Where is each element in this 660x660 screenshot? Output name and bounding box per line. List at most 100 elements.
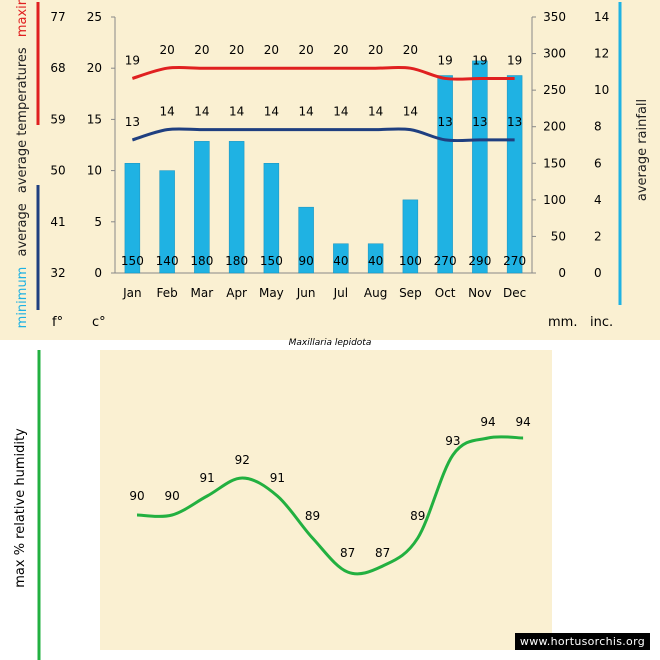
humidity-value-label: 87 xyxy=(375,546,390,560)
c-tick-label: 5 xyxy=(94,215,102,229)
max-temp-label: 20 xyxy=(159,43,174,57)
min-temp-line xyxy=(131,127,515,143)
month-label: Jul xyxy=(333,286,348,300)
month-label: Apr xyxy=(226,286,247,300)
min-word: minimum xyxy=(15,267,30,329)
humidity-value-label: 89 xyxy=(305,509,320,523)
min-temp-label: 13 xyxy=(125,115,140,129)
month-label: Feb xyxy=(157,286,178,300)
f-tick-label: 77 xyxy=(50,10,65,24)
f-tick-label: 50 xyxy=(50,164,65,178)
min-temp-label: 14 xyxy=(194,105,209,119)
c-tick-label: 10 xyxy=(87,164,102,178)
climate-chart: 0 32 5 41 10 50 15 59 20 68 25 77 0 0 50 2 100 4 150 6 200 8 2… xyxy=(0,0,660,348)
f-tick-label: 68 xyxy=(50,61,65,75)
rain-bar xyxy=(506,75,523,274)
inch-tick-label: 10 xyxy=(594,83,609,97)
c-tick-label: 25 xyxy=(87,10,102,24)
month-label: Aug xyxy=(364,286,387,300)
min-temp-label: 14 xyxy=(264,105,279,119)
month-label: May xyxy=(259,286,284,300)
mm-tick-label: 350 xyxy=(543,10,566,24)
rain-bar xyxy=(124,163,141,274)
month-label: Jan xyxy=(122,286,142,300)
humidity-value-label: 94 xyxy=(480,415,495,429)
rain-value-label: 90 xyxy=(298,254,313,268)
humidity-value-label: 93 xyxy=(445,434,460,448)
max-temp-label: 20 xyxy=(264,43,279,57)
max-temp-label: 19 xyxy=(507,53,522,67)
mm-tick-label: 0 xyxy=(558,266,566,280)
min-temp-label: 13 xyxy=(507,115,522,129)
max-temp-label: 20 xyxy=(368,43,383,57)
humidity-line xyxy=(136,435,524,576)
min-temp-label: 13 xyxy=(472,115,487,129)
rain-bar xyxy=(298,206,314,274)
c-tick-label: 20 xyxy=(87,61,102,75)
humidity-value-label: 90 xyxy=(129,489,144,503)
rain-value-label: 290 xyxy=(468,254,491,268)
rain-value-label: 150 xyxy=(121,254,144,268)
min-temp-label: 14 xyxy=(229,105,244,119)
rain-value-label: 270 xyxy=(503,254,526,268)
humidity-ylabel: max % relative humidity xyxy=(13,428,28,588)
month-label: Dec xyxy=(503,286,526,300)
mm-tick-label: 100 xyxy=(543,193,566,207)
rain-value-label: 270 xyxy=(434,254,457,268)
min-temp-label: 13 xyxy=(437,115,452,129)
c-unit-label: c° xyxy=(92,315,106,330)
rain-value-label: 150 xyxy=(260,254,283,268)
inch-tick-label: 14 xyxy=(594,10,609,24)
f-tick-label: 59 xyxy=(50,112,65,126)
max-word: maximum xyxy=(15,0,30,37)
max-temp-label: 19 xyxy=(437,53,452,67)
rain-value-label: 180 xyxy=(225,254,248,268)
month-label: Jun xyxy=(296,286,316,300)
f-tick-label: 32 xyxy=(50,266,65,280)
rain-bar xyxy=(437,75,453,274)
month-label: Nov xyxy=(468,286,491,300)
month-label: Mar xyxy=(191,286,214,300)
humidity-value-label: 91 xyxy=(200,471,215,485)
max-temp-line xyxy=(131,65,515,81)
max-temp-label: 20 xyxy=(229,43,244,57)
mm-tick-label: 250 xyxy=(543,83,566,97)
humidity-value-label: 92 xyxy=(235,453,250,467)
rain-bar xyxy=(159,170,175,274)
max-temp-label: 20 xyxy=(194,43,209,57)
rain-bar xyxy=(367,243,384,274)
max-temp-label: 20 xyxy=(333,43,348,57)
min-temp-label: 14 xyxy=(368,105,383,119)
inch-tick-label: 0 xyxy=(594,266,602,280)
ylabel-right: average rainfall xyxy=(635,99,650,201)
humidity-value-label: 89 xyxy=(410,509,425,523)
rain-value-label: 40 xyxy=(333,254,348,268)
rain-bar xyxy=(472,60,488,274)
humidity-value-label: 87 xyxy=(340,546,355,560)
min-temp-label: 14 xyxy=(403,105,418,119)
rain-value-label: 40 xyxy=(368,254,383,268)
rain-bar xyxy=(228,141,245,274)
c-tick-label: 15 xyxy=(87,112,102,126)
mm-tick-label: 300 xyxy=(543,47,566,61)
avg-temps-word: average temperatures xyxy=(15,47,30,193)
inch-tick-label: 2 xyxy=(594,229,602,243)
inch-tick-label: 4 xyxy=(594,193,602,207)
mm-tick-label: 50 xyxy=(551,229,566,243)
humidity-value-label: 94 xyxy=(515,415,530,429)
ylabel-left: minimum average average temperatures max… xyxy=(15,0,30,328)
chart-panel xyxy=(0,0,660,340)
rain-value-label: 140 xyxy=(156,254,179,268)
month-label: Oct xyxy=(435,286,456,300)
humidity-value-label: 90 xyxy=(164,489,179,503)
min-avg-word: average xyxy=(15,203,30,256)
humidity-chart: max % relative humidity 90 90 91 92 91 89 87 87… xyxy=(13,350,552,660)
min-temp-label: 14 xyxy=(159,105,174,119)
min-temp-label: 14 xyxy=(333,105,348,119)
min-temp-label: 14 xyxy=(298,105,313,119)
mm-unit-label: mm. xyxy=(548,315,577,330)
rain-bar xyxy=(333,243,349,274)
rain-value-label: 100 xyxy=(399,254,422,268)
max-temp-label: 19 xyxy=(125,53,140,67)
inch-unit-label: inc. xyxy=(590,315,613,330)
